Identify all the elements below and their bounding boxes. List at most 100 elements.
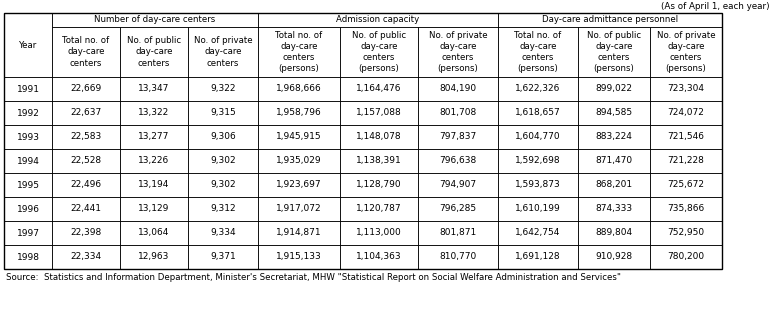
- Text: 13,129: 13,129: [138, 204, 170, 214]
- Text: 721,546: 721,546: [668, 132, 705, 142]
- Bar: [52, 221, 120, 245]
- Bar: [340, 77, 418, 101]
- Bar: [578, 173, 650, 197]
- Bar: [418, 173, 498, 197]
- Text: No. of public
day-care
centers: No. of public day-care centers: [127, 36, 181, 68]
- Bar: [418, 149, 498, 173]
- Text: 721,228: 721,228: [668, 157, 704, 165]
- Bar: [498, 77, 578, 101]
- Text: 13,226: 13,226: [138, 157, 170, 165]
- Text: 889,804: 889,804: [595, 229, 632, 237]
- Bar: [650, 125, 722, 149]
- Text: 9,371: 9,371: [210, 252, 236, 262]
- Text: 1,915,133: 1,915,133: [276, 252, 322, 262]
- Bar: [340, 101, 418, 125]
- Text: (As of April 1, each year): (As of April 1, each year): [662, 2, 770, 11]
- Bar: [340, 149, 418, 173]
- Text: 794,907: 794,907: [439, 181, 476, 190]
- Text: 13,194: 13,194: [138, 181, 170, 190]
- Bar: [498, 149, 578, 173]
- Bar: [418, 27, 498, 77]
- Text: 1,935,029: 1,935,029: [276, 157, 322, 165]
- Text: 13,347: 13,347: [138, 84, 170, 94]
- Bar: [258, 149, 340, 173]
- Bar: [4, 149, 52, 173]
- Bar: [418, 101, 498, 125]
- Text: 801,871: 801,871: [439, 229, 476, 237]
- Text: 1997: 1997: [16, 229, 39, 237]
- Text: Total no. of
day-care
centers
(persons): Total no. of day-care centers (persons): [514, 31, 561, 73]
- Bar: [578, 77, 650, 101]
- Bar: [120, 149, 188, 173]
- Text: 1998: 1998: [16, 252, 39, 262]
- Bar: [4, 245, 52, 269]
- Text: 1991: 1991: [16, 84, 39, 94]
- Text: 9,315: 9,315: [210, 109, 236, 117]
- Bar: [418, 245, 498, 269]
- Text: 1,593,873: 1,593,873: [515, 181, 561, 190]
- Text: 796,638: 796,638: [439, 157, 476, 165]
- Bar: [498, 173, 578, 197]
- Bar: [340, 221, 418, 245]
- Text: 1995: 1995: [16, 181, 39, 190]
- Text: 724,072: 724,072: [668, 109, 704, 117]
- Text: 801,708: 801,708: [439, 109, 476, 117]
- Text: 1994: 1994: [16, 157, 39, 165]
- Text: 1,604,770: 1,604,770: [515, 132, 560, 142]
- Text: 1,592,698: 1,592,698: [515, 157, 560, 165]
- Text: Total no. of
day-care
centers
(persons): Total no. of day-care centers (persons): [276, 31, 323, 73]
- Text: 735,866: 735,866: [667, 204, 705, 214]
- Bar: [52, 101, 120, 125]
- Bar: [120, 101, 188, 125]
- Text: Total no. of
day-care
centers: Total no. of day-care centers: [63, 36, 110, 68]
- Bar: [4, 173, 52, 197]
- Bar: [4, 101, 52, 125]
- Bar: [650, 173, 722, 197]
- Bar: [258, 13, 498, 27]
- Text: 725,672: 725,672: [668, 181, 705, 190]
- Bar: [4, 13, 52, 77]
- Bar: [498, 125, 578, 149]
- Bar: [258, 27, 340, 77]
- Text: 874,333: 874,333: [595, 204, 632, 214]
- Bar: [52, 149, 120, 173]
- Text: No. of public
day-care
centers
(persons): No. of public day-care centers (persons): [587, 31, 641, 73]
- Bar: [340, 27, 418, 77]
- Text: No. of private
day-care
centers: No. of private day-care centers: [194, 36, 252, 68]
- Text: 1,113,000: 1,113,000: [356, 229, 402, 237]
- Bar: [498, 27, 578, 77]
- Bar: [578, 101, 650, 125]
- Bar: [578, 221, 650, 245]
- Bar: [498, 13, 722, 27]
- Bar: [120, 125, 188, 149]
- Text: 1,120,787: 1,120,787: [356, 204, 401, 214]
- Bar: [188, 221, 258, 245]
- Bar: [120, 197, 188, 221]
- Text: 22,496: 22,496: [70, 181, 102, 190]
- Text: 804,190: 804,190: [439, 84, 476, 94]
- Text: 1996: 1996: [16, 204, 39, 214]
- Text: 13,277: 13,277: [138, 132, 170, 142]
- Bar: [418, 77, 498, 101]
- Bar: [188, 245, 258, 269]
- Bar: [498, 101, 578, 125]
- Text: Number of day-care centers: Number of day-care centers: [94, 15, 215, 25]
- Text: 22,528: 22,528: [70, 157, 102, 165]
- Text: 910,928: 910,928: [595, 252, 632, 262]
- Bar: [650, 221, 722, 245]
- Bar: [188, 149, 258, 173]
- Text: 796,285: 796,285: [439, 204, 476, 214]
- Bar: [498, 197, 578, 221]
- Text: 1,923,697: 1,923,697: [276, 181, 322, 190]
- Text: 1,148,078: 1,148,078: [356, 132, 401, 142]
- Bar: [4, 221, 52, 245]
- Bar: [188, 27, 258, 77]
- Text: 797,837: 797,837: [439, 132, 476, 142]
- Bar: [578, 197, 650, 221]
- Bar: [52, 27, 120, 77]
- Bar: [258, 197, 340, 221]
- Bar: [120, 27, 188, 77]
- Text: 22,334: 22,334: [70, 252, 102, 262]
- Bar: [52, 197, 120, 221]
- Bar: [120, 173, 188, 197]
